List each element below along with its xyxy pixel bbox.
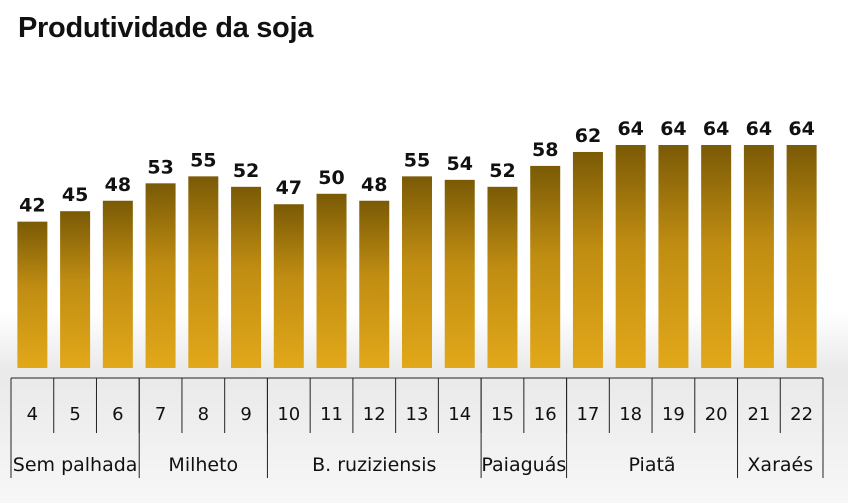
bar-7 bbox=[145, 183, 176, 368]
data-label-9: 52 bbox=[233, 160, 259, 182]
tick-label-18: 18 bbox=[619, 404, 642, 425]
tick-label-10: 10 bbox=[277, 404, 300, 425]
bar-11 bbox=[316, 193, 347, 368]
bar-5 bbox=[60, 211, 91, 368]
data-label-5: 45 bbox=[62, 184, 88, 206]
data-label-11: 50 bbox=[318, 167, 344, 189]
bar-22 bbox=[786, 145, 817, 368]
data-label-17: 62 bbox=[575, 125, 601, 147]
tick-label-22: 22 bbox=[790, 404, 813, 425]
data-label-13: 55 bbox=[404, 149, 430, 171]
bar-4 bbox=[17, 221, 48, 368]
tick-label-21: 21 bbox=[747, 404, 770, 425]
tick-label-13: 13 bbox=[406, 404, 429, 425]
data-label-18: 64 bbox=[617, 118, 643, 140]
bar-9 bbox=[231, 186, 262, 368]
bar-17 bbox=[572, 151, 603, 368]
data-label-19: 64 bbox=[660, 118, 686, 140]
bar-18 bbox=[615, 145, 646, 368]
data-label-8: 55 bbox=[190, 149, 216, 171]
chart-title: Produtividade da soja bbox=[18, 12, 314, 44]
bar-16 bbox=[530, 165, 561, 368]
tick-label-15: 15 bbox=[491, 404, 514, 425]
data-label-6: 48 bbox=[105, 174, 131, 196]
bar-10 bbox=[273, 204, 304, 368]
tick-label-12: 12 bbox=[363, 404, 386, 425]
bar-21 bbox=[743, 145, 774, 368]
group-label-5: Xaraés bbox=[747, 454, 813, 476]
bar-14 bbox=[444, 179, 475, 368]
group-label-3: Paiaguás bbox=[481, 454, 566, 476]
tick-label-19: 19 bbox=[662, 404, 685, 425]
data-label-10: 47 bbox=[276, 177, 302, 199]
tick-label-5: 5 bbox=[69, 404, 80, 425]
tick-label-16: 16 bbox=[534, 404, 557, 425]
data-label-20: 64 bbox=[703, 118, 729, 140]
group-label-1: Milheto bbox=[168, 454, 238, 476]
data-label-12: 48 bbox=[361, 174, 387, 196]
tick-label-6: 6 bbox=[112, 404, 123, 425]
data-label-15: 52 bbox=[489, 160, 515, 182]
data-label-7: 53 bbox=[147, 156, 173, 178]
tick-label-7: 7 bbox=[155, 404, 166, 425]
data-label-4: 42 bbox=[19, 195, 45, 217]
tick-label-4: 4 bbox=[27, 404, 38, 425]
data-label-22: 64 bbox=[788, 118, 814, 140]
tick-label-14: 14 bbox=[448, 404, 471, 425]
bar-6 bbox=[102, 200, 133, 368]
group-label-4: Piatã bbox=[629, 454, 676, 476]
data-label-14: 54 bbox=[447, 153, 473, 175]
bar-13 bbox=[402, 176, 432, 368]
tick-label-17: 17 bbox=[576, 404, 599, 425]
data-label-21: 64 bbox=[746, 118, 772, 140]
group-label-2: B. ruziziensis bbox=[312, 454, 436, 476]
data-label-16: 58 bbox=[532, 139, 558, 161]
tick-label-9: 9 bbox=[240, 404, 251, 425]
tick-label-8: 8 bbox=[198, 404, 209, 425]
tick-label-11: 11 bbox=[320, 404, 343, 425]
bar-20 bbox=[701, 145, 732, 368]
bar-8 bbox=[188, 176, 219, 368]
tick-label-20: 20 bbox=[705, 404, 728, 425]
bar-12 bbox=[359, 200, 390, 368]
bar-19 bbox=[658, 145, 689, 368]
group-label-0: Sem palhada bbox=[13, 454, 138, 476]
bar-15 bbox=[487, 186, 518, 368]
